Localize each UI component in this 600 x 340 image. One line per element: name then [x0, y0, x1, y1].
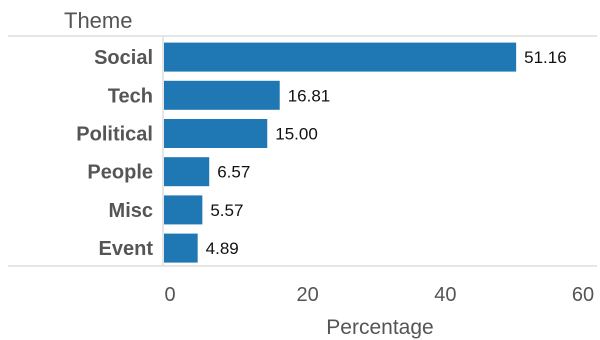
- bar-people: [164, 157, 210, 187]
- x-tick-label-40: 40: [434, 284, 456, 306]
- value-label-people: 6.57: [217, 163, 250, 182]
- x-tick-label-60: 60: [572, 284, 594, 306]
- x-axis-title: Percentage: [326, 316, 433, 339]
- x-axis-ticks: 0 20 40 60: [164, 284, 594, 306]
- category-label-social: Social: [94, 47, 153, 69]
- value-label-misc: 5.57: [210, 201, 243, 220]
- x-tick-label-20: 20: [297, 284, 319, 306]
- category-label-people: People: [87, 162, 153, 184]
- x-tick-label-0: 0: [164, 284, 175, 306]
- bars-layer: Social 51.16 Tech 16.81 Political 15.00 People…: [76, 42, 567, 263]
- bar-misc: [164, 195, 203, 225]
- bar-political: [164, 119, 268, 148]
- category-label-event: Event: [99, 238, 154, 260]
- value-label-tech: 16.81: [288, 86, 331, 105]
- bar-social: [164, 42, 517, 72]
- value-label-event: 4.89: [206, 239, 239, 258]
- bar-event: [164, 233, 198, 263]
- category-label-tech: Tech: [108, 85, 153, 107]
- category-header: Theme: [64, 8, 132, 33]
- category-label-political: Political: [76, 124, 153, 146]
- value-label-political: 15.00: [275, 125, 318, 144]
- value-label-social: 51.16: [524, 48, 567, 67]
- category-label-misc: Misc: [109, 200, 153, 222]
- bar-tech: [164, 80, 280, 110]
